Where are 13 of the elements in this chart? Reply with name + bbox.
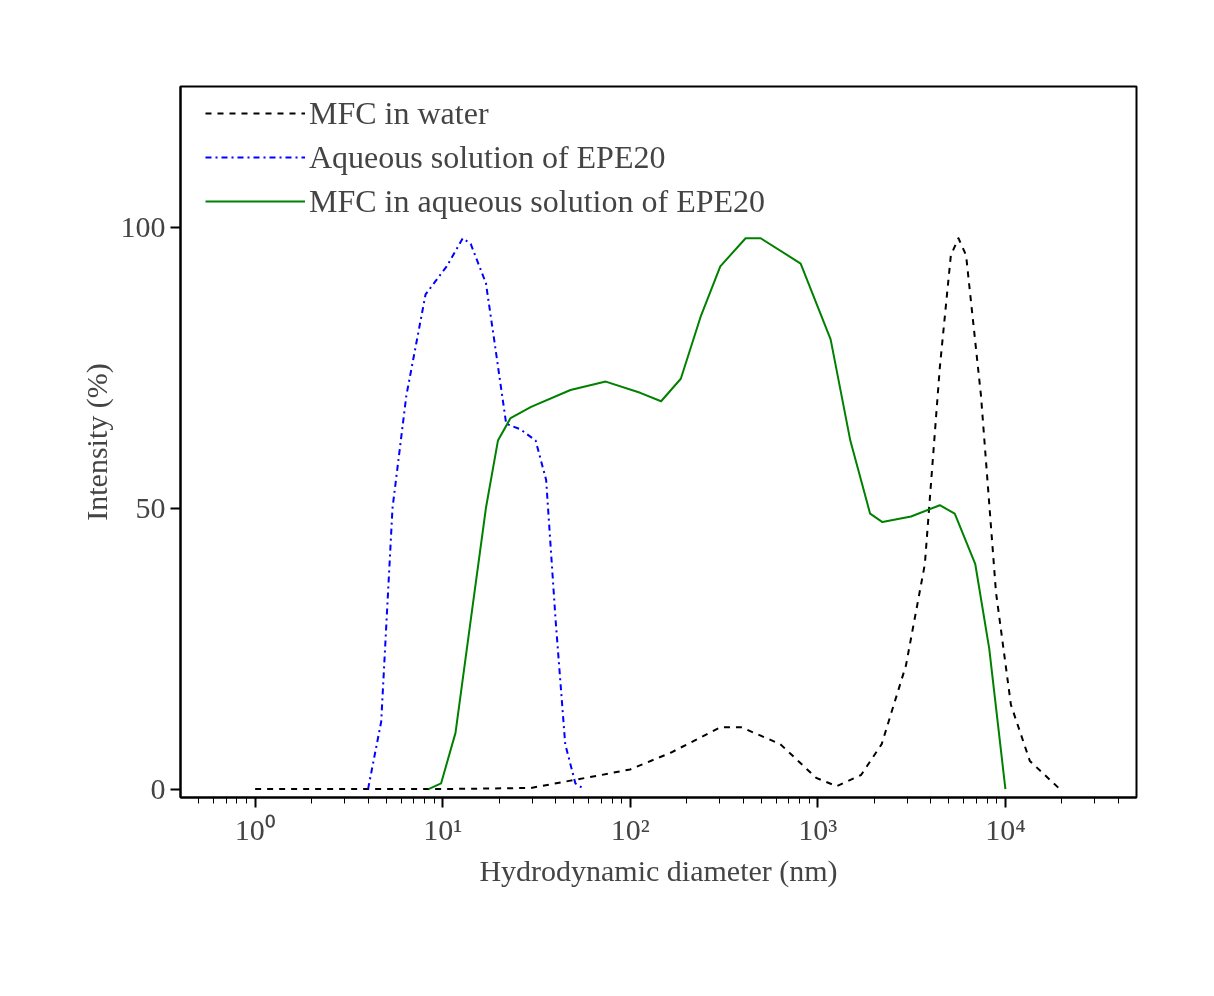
- legend-label: Aqueous solution of EPE20: [309, 138, 666, 176]
- x-tick-label: 10³: [798, 812, 838, 846]
- x-tick-label: 10⁰: [234, 812, 276, 846]
- x-tick-label: 10⁴: [985, 812, 1026, 846]
- legend-label: MFC in water: [309, 94, 489, 132]
- x-tick-label: 10²: [610, 812, 650, 846]
- y-axis-title: Intensity (%): [79, 363, 114, 521]
- y-tick-label: 100: [120, 209, 166, 243]
- y-tick-label: 0: [150, 771, 166, 805]
- y-tick-label: 50: [135, 490, 166, 524]
- x-tick-label: 10¹: [423, 812, 463, 846]
- legend-label: MFC in aqueous solution of EPE20: [309, 182, 766, 220]
- x-axis-title: Hydrodynamic diameter (nm): [479, 853, 838, 888]
